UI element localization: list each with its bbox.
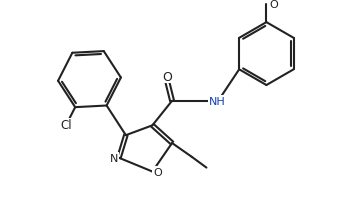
- Text: O: O: [153, 167, 162, 177]
- Text: NH: NH: [209, 96, 226, 106]
- Text: O: O: [269, 0, 278, 10]
- Text: O: O: [162, 70, 172, 83]
- Text: N: N: [110, 153, 118, 163]
- Text: Cl: Cl: [61, 119, 72, 132]
